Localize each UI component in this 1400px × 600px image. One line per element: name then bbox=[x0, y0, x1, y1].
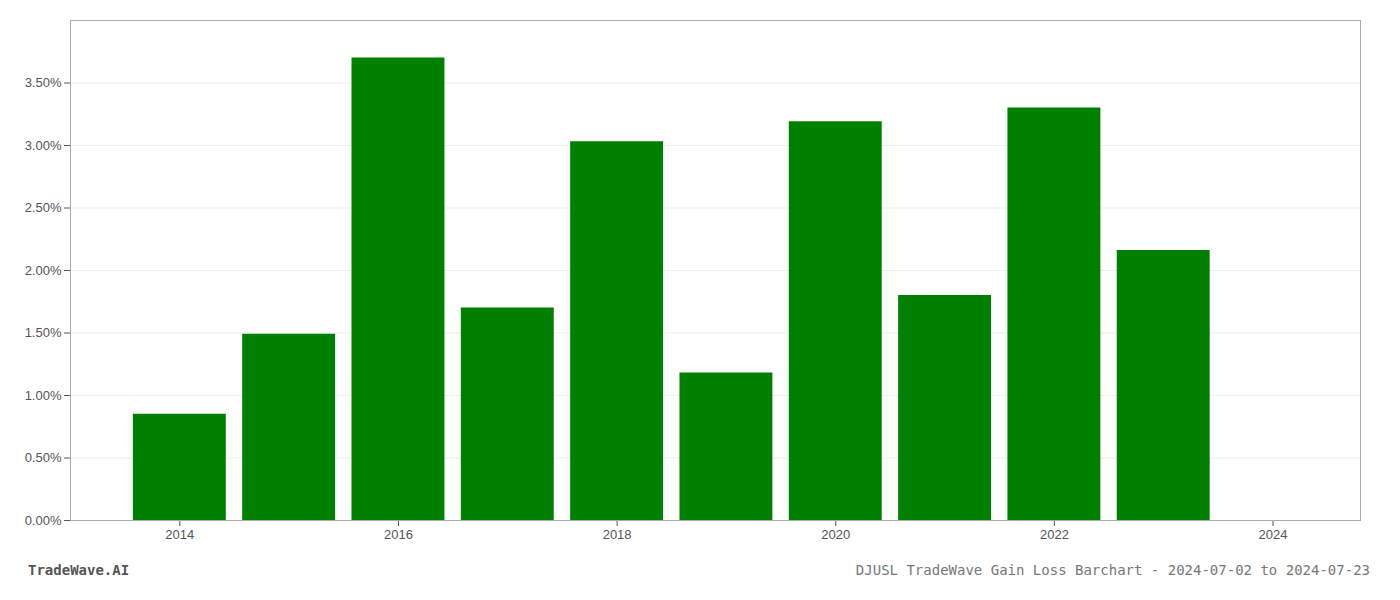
svg-text:2016: 2016 bbox=[384, 527, 413, 542]
svg-text:0.00%: 0.00% bbox=[25, 513, 62, 528]
svg-text:3.50%: 3.50% bbox=[25, 75, 62, 90]
html-text:DJUSL TradeWave Gain Loss Barc: DJUSL TradeWave Gain Loss Barchart - 202… bbox=[855, 562, 1370, 578]
svg-text:2.50%: 2.50% bbox=[25, 200, 62, 215]
svg-text:2024: 2024 bbox=[1259, 527, 1288, 542]
svg-text:2.00%: 2.00% bbox=[25, 263, 62, 278]
svg-text:2020: 2020 bbox=[821, 527, 850, 542]
svg-text:3.00%: 3.00% bbox=[25, 138, 62, 153]
svg-text:2018: 2018 bbox=[603, 527, 632, 542]
svg-text:1.50%: 1.50% bbox=[25, 325, 62, 340]
svg-text:1.00%: 1.00% bbox=[25, 388, 62, 403]
svg-text:0.50%: 0.50% bbox=[25, 450, 62, 465]
html-text:TradeWave.AI: TradeWave.AI bbox=[28, 562, 130, 578]
svg-text:2022: 2022 bbox=[1040, 527, 1069, 542]
svg-text:2014: 2014 bbox=[165, 527, 194, 542]
